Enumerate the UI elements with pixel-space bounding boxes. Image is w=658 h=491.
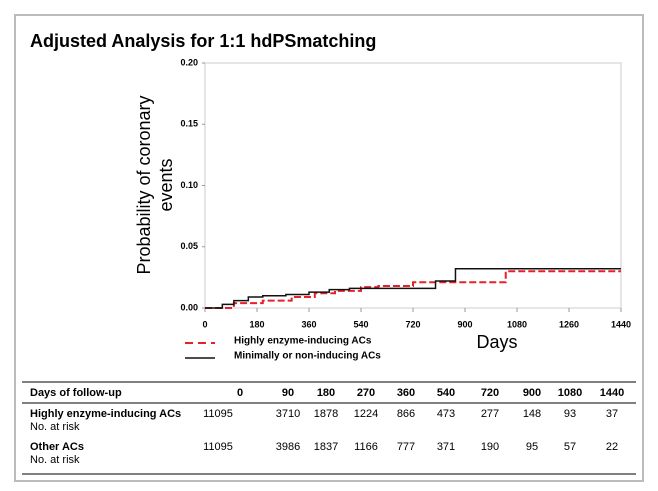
table-cell: 371 [437, 441, 455, 453]
y-tick-label: 0.05 [180, 241, 198, 251]
x-axis-label: Days [476, 332, 517, 352]
chart-title: Adjusted Analysis for 1:1 hdPSmatching [30, 31, 376, 51]
table-header-cell: 0 [237, 387, 243, 399]
row-sublabel: No. at risk [30, 421, 80, 433]
y-tick-label: 0.15 [180, 119, 198, 129]
legend-label: Minimally or non-inducing ACs [234, 351, 381, 362]
y-tick-label: 0.20 [180, 57, 198, 67]
table-cell: 1878 [314, 408, 338, 420]
table-header-cell: 1440 [600, 387, 624, 399]
table-header-cell: 540 [437, 387, 455, 399]
table-header-cell: 270 [357, 387, 375, 399]
x-tick-label: 360 [301, 319, 316, 329]
table-cell: 93 [564, 408, 576, 420]
table-cell: 866 [397, 408, 415, 420]
table-cell: 57 [564, 441, 576, 453]
km-curve [205, 268, 621, 309]
row-label: Highly enzyme-inducing ACs [30, 408, 181, 420]
x-tick-label: 0 [202, 319, 207, 329]
y-axis-label: Probability of coronary events [134, 95, 176, 274]
y-tick-label: 0.00 [180, 302, 198, 312]
table-cell: 22 [606, 441, 618, 453]
table-cell: 473 [437, 408, 455, 420]
table-cell: 37 [606, 408, 618, 420]
table-cell: 11095 [203, 441, 233, 453]
table-header-cell: 1080 [558, 387, 582, 399]
table-cell: 1166 [354, 441, 378, 453]
x-tick-label: 1260 [559, 319, 579, 329]
table-header-label: Days of follow-up [30, 387, 122, 399]
table-cell: 95 [526, 441, 538, 453]
row-label: Other ACs [30, 441, 84, 453]
table-header-cell: 720 [481, 387, 499, 399]
x-tick-label: 180 [249, 319, 264, 329]
table-cell: 277 [481, 408, 499, 420]
legend-label: Highly enzyme-inducing ACs [234, 336, 372, 347]
table-header-cell: 360 [397, 387, 415, 399]
table-cell: 3986 [276, 441, 300, 453]
x-tick-label: 1440 [611, 319, 631, 329]
row-sublabel: No. at risk [30, 454, 80, 466]
table-header-cell: 180 [317, 387, 335, 399]
table-cell: 148 [523, 408, 541, 420]
table-cell: 1224 [354, 408, 378, 420]
table-cell: 11095 [203, 408, 233, 420]
table-cell: 190 [481, 441, 499, 453]
table-cell: 777 [397, 441, 415, 453]
x-tick-label: 540 [353, 319, 368, 329]
x-tick-label: 900 [457, 319, 472, 329]
x-tick-label: 720 [405, 319, 420, 329]
km-curve [205, 270, 621, 309]
table-header-cell: 900 [523, 387, 541, 399]
table-cell: 1837 [314, 441, 338, 453]
table-header-cell: 90 [282, 387, 294, 399]
table-cell: 3710 [276, 408, 300, 420]
y-tick-label: 0.10 [180, 180, 198, 190]
x-tick-label: 1080 [507, 319, 527, 329]
